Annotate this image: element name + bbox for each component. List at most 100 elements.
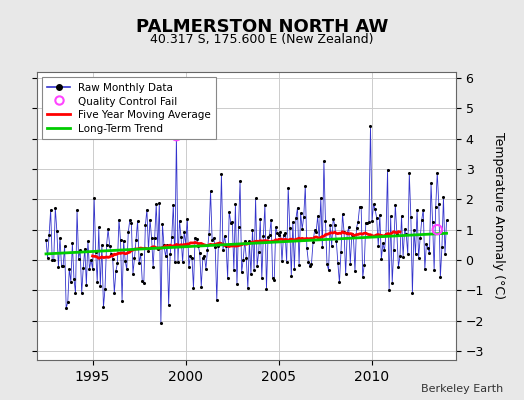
Point xyxy=(264,234,272,240)
Point xyxy=(379,240,387,246)
Point xyxy=(259,233,268,239)
Point xyxy=(429,219,437,226)
Point xyxy=(171,259,179,265)
Text: 40.317 S, 175.600 E (New Zealand): 40.317 S, 175.600 E (New Zealand) xyxy=(150,33,374,46)
Point xyxy=(422,241,431,247)
Point xyxy=(402,231,410,237)
Point xyxy=(396,253,404,260)
Point xyxy=(337,248,345,255)
Point xyxy=(376,212,384,218)
Point xyxy=(146,216,154,223)
Point xyxy=(132,236,140,243)
Point xyxy=(82,282,91,288)
Point xyxy=(192,236,201,242)
Point xyxy=(161,253,170,260)
Point xyxy=(188,254,196,261)
Point xyxy=(387,213,395,220)
Point xyxy=(434,201,443,207)
Point xyxy=(119,237,128,244)
Point xyxy=(54,264,62,270)
Point xyxy=(102,242,111,248)
Point xyxy=(273,230,281,237)
Point xyxy=(45,232,53,238)
Point xyxy=(71,290,80,296)
Point xyxy=(345,224,353,230)
Point xyxy=(421,266,429,272)
Point xyxy=(414,254,423,261)
Y-axis label: Temperature Anomaly (°C): Temperature Anomaly (°C) xyxy=(493,132,505,300)
Point xyxy=(76,247,84,253)
Point xyxy=(113,260,122,267)
Point xyxy=(416,235,424,241)
Point xyxy=(191,234,199,241)
Point xyxy=(223,275,232,282)
Point xyxy=(211,244,220,250)
Point xyxy=(289,219,297,226)
Point xyxy=(90,195,99,201)
Point xyxy=(138,278,146,284)
Point xyxy=(79,264,88,271)
Point xyxy=(394,264,402,270)
Point xyxy=(93,278,102,285)
Point xyxy=(373,215,381,221)
Point xyxy=(407,214,415,220)
Point xyxy=(57,263,66,270)
Point xyxy=(278,258,286,264)
Point xyxy=(199,255,207,261)
Point xyxy=(328,242,336,249)
Point xyxy=(358,274,367,280)
Point xyxy=(115,216,123,223)
Point xyxy=(141,222,149,228)
Point xyxy=(309,239,317,246)
Point xyxy=(237,269,246,276)
Point xyxy=(304,259,313,265)
Point xyxy=(427,180,435,186)
Point xyxy=(65,266,73,272)
Point xyxy=(154,246,162,252)
Point xyxy=(292,215,300,222)
Point xyxy=(134,218,142,224)
Point xyxy=(216,240,224,246)
Point xyxy=(208,237,216,244)
Point xyxy=(351,268,359,274)
Point xyxy=(430,267,439,274)
Point xyxy=(343,230,352,237)
Point xyxy=(221,233,229,239)
Point xyxy=(286,224,294,231)
Point xyxy=(107,251,115,257)
Point xyxy=(399,253,407,260)
Point xyxy=(139,280,148,286)
Point xyxy=(438,244,446,251)
Point xyxy=(210,235,218,241)
Point xyxy=(130,255,139,262)
Point xyxy=(339,211,347,217)
Point xyxy=(137,251,145,258)
Point xyxy=(197,284,205,290)
Point xyxy=(271,224,280,230)
Point xyxy=(305,263,314,269)
Point xyxy=(42,236,50,243)
Point xyxy=(110,290,118,296)
Point xyxy=(157,320,165,327)
Point xyxy=(377,256,386,262)
Point xyxy=(126,217,134,223)
Point xyxy=(321,218,330,225)
Point xyxy=(226,220,235,226)
Point xyxy=(101,286,109,292)
Point xyxy=(70,276,78,282)
Point xyxy=(425,250,434,256)
Point xyxy=(355,203,364,210)
Point xyxy=(233,281,241,288)
Point xyxy=(186,253,194,259)
Point xyxy=(165,302,173,308)
Point xyxy=(194,243,202,249)
Point xyxy=(149,264,157,270)
Point xyxy=(313,213,322,219)
Point xyxy=(48,257,57,264)
Point xyxy=(261,202,269,208)
Point xyxy=(203,247,212,254)
Point xyxy=(73,207,81,213)
Point xyxy=(152,201,160,207)
Point xyxy=(174,258,182,265)
Point xyxy=(180,229,188,235)
